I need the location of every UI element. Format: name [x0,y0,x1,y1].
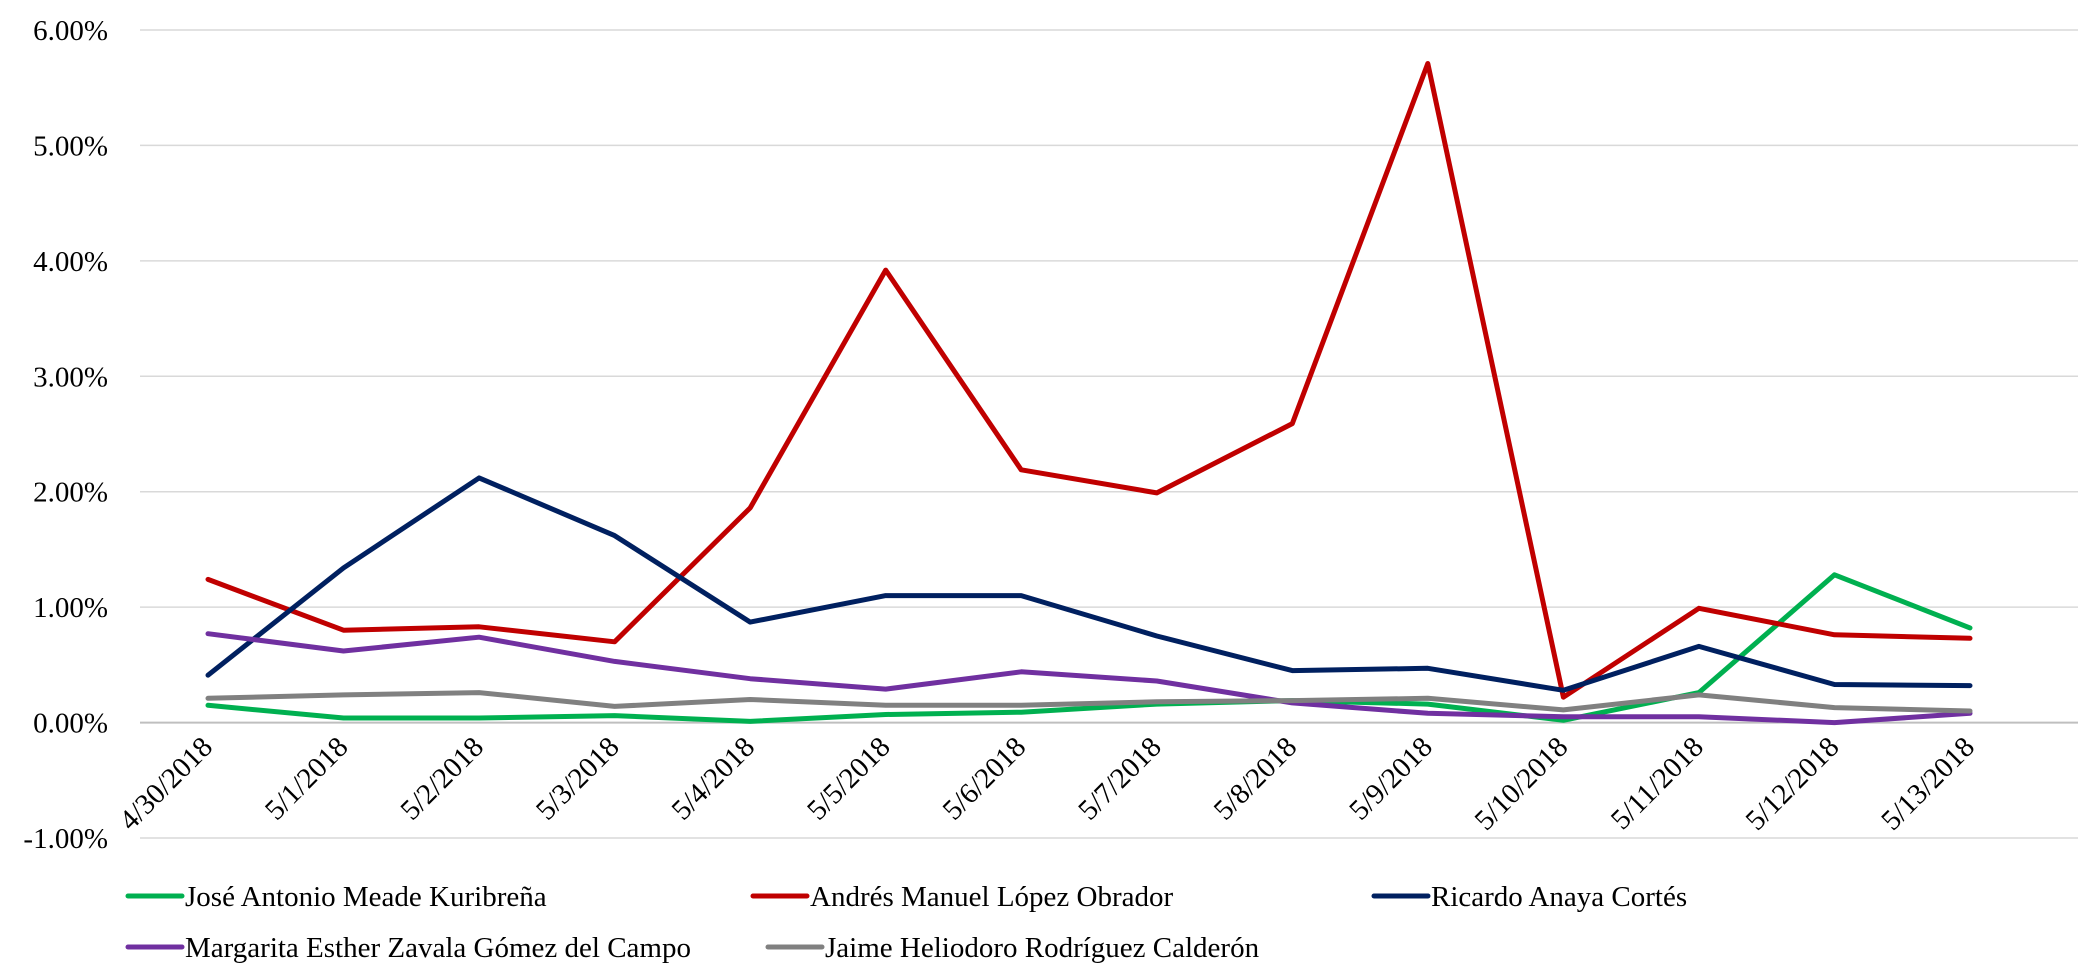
legend-label: Andrés Manuel López Obrador [810,881,1174,913]
x-tick-label: 4/30/2018 [113,731,219,837]
gridlines [140,29,2078,839]
x-tick-label: 5/5/2018 [801,731,897,827]
y-tick-label: 6.00% [33,15,108,47]
x-tick-label: 5/7/2018 [1072,731,1168,827]
y-tick-label: 3.00% [33,361,108,393]
legend-label: Ricardo Anaya Cortés [1431,881,1687,913]
x-tick-label: 5/4/2018 [666,731,762,827]
series-line-4 [205,631,1973,726]
x-tick-label: 5/2/2018 [394,731,490,827]
legend: José Antonio Meade Kuribreña Andrés Manue… [125,881,1687,964]
legend-label: Jaime Heliodoro Rodríguez Calderón [825,932,1260,964]
y-tick-label: -1.00% [23,823,108,855]
x-tick-label: 5/9/2018 [1343,731,1439,827]
x-tick-label: 5/11/2018 [1605,731,1710,836]
y-tick-label: 2.00% [33,477,108,509]
x-tick-label: 5/6/2018 [937,731,1033,827]
y-tick-label: 0.00% [33,708,108,740]
series-line-5 [205,690,1973,714]
x-tick-label: 5/12/2018 [1740,731,1846,837]
series-line-2 [205,61,1973,700]
y-tick-label: 4.00% [33,246,108,278]
legend-label: José Antonio Meade Kuribreña [185,881,547,913]
x-tick-label: 5/3/2018 [530,731,626,827]
y-axis-tick-labels: -1.00% 0.00% 1.00% 2.00% 3.00% 4.00% 5.00% 6.00… [23,15,108,855]
y-tick-label: 5.00% [33,130,108,162]
series-line-3 [205,475,1973,693]
x-tick-label: 5/10/2018 [1469,731,1575,837]
legend-label: Margarita Esther Zavala Gómez del Campo [185,932,691,964]
x-tick-label: 5/13/2018 [1875,731,1981,837]
x-tick-label: 5/8/2018 [1208,731,1304,827]
series-lines [205,61,1973,726]
x-tick-label: 5/1/2018 [259,731,355,827]
y-tick-label: 1.00% [33,592,108,624]
x-axis-tick-labels: 4/30/2018 5/1/2018 5/2/2018 5/3/2018 5/4/201… [113,731,1981,837]
